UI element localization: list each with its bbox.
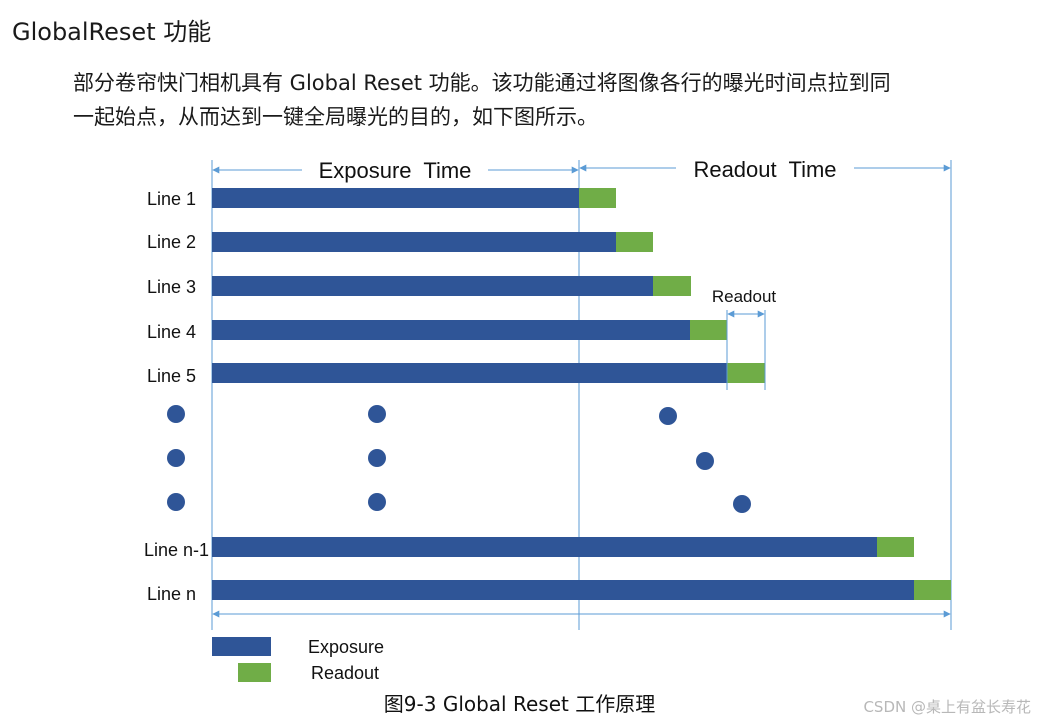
ellipsis-dot <box>368 449 386 467</box>
paragraph-line-2: 一起始点，从而达到一键全局曝光的目的，如下图所示。 <box>73 105 598 129</box>
exposure-bar-line-5 <box>212 363 727 383</box>
readout-bar-line-3 <box>653 276 691 296</box>
readout-bar-line-n <box>914 580 951 600</box>
readout-bar-line-1 <box>579 188 616 208</box>
ellipsis-dot <box>733 495 751 513</box>
line-label-n: Line n <box>147 584 196 604</box>
line-label-5: Line 5 <box>147 366 196 386</box>
line-label-3: Line 3 <box>147 277 196 297</box>
ellipsis-dot <box>167 493 185 511</box>
readout-marker-label: Readout <box>712 287 777 306</box>
ellipsis-dot <box>696 452 714 470</box>
ellipsis-dot <box>659 407 677 425</box>
readout-bar-line-5 <box>727 363 765 383</box>
watermark: CSDN @桌上有盆长寿花 <box>863 698 1031 716</box>
ellipsis-dot <box>167 449 185 467</box>
readout-time-label: Readout Time <box>693 157 836 182</box>
figure-caption: 图9-3 Global Reset 工作原理 <box>383 692 656 716</box>
legend-exposure-label: Exposure <box>308 637 384 657</box>
exposure-bar-line-n <box>212 580 914 600</box>
readout-bar-line-4 <box>690 320 727 340</box>
exposure-bar-line-2 <box>212 232 616 252</box>
ellipsis-dot <box>368 405 386 423</box>
exposure-bar-line-3 <box>212 276 653 296</box>
legend-readout-swatch <box>238 663 271 682</box>
legend-readout-label: Readout <box>311 663 379 683</box>
line-label-2: Line 2 <box>147 232 196 252</box>
readout-bar-line-2 <box>616 232 653 252</box>
section-title: GlobalReset 功能 <box>12 18 212 46</box>
exposure-bar-line-1 <box>212 188 579 208</box>
line-label-1: Line 1 <box>147 189 196 209</box>
exposure-time-label: Exposure Time <box>319 158 472 183</box>
legend-exposure-swatch <box>212 637 271 656</box>
line-label-n-1: Line n-1 <box>144 540 209 560</box>
description-paragraph: 部分卷帘快门相机具有 Global Reset 功能。该功能通过将图像各行的曝光… <box>73 66 1023 134</box>
line-label-4: Line 4 <box>147 322 196 342</box>
readout-bar-line-n-1 <box>877 537 914 557</box>
exposure-bar-line-n-1 <box>212 537 877 557</box>
ellipsis-dot <box>368 493 386 511</box>
ellipsis-dot <box>167 405 185 423</box>
paragraph-line-1: 部分卷帘快门相机具有 Global Reset 功能。该功能通过将图像各行的曝光… <box>73 71 891 95</box>
exposure-bar-line-4 <box>212 320 690 340</box>
